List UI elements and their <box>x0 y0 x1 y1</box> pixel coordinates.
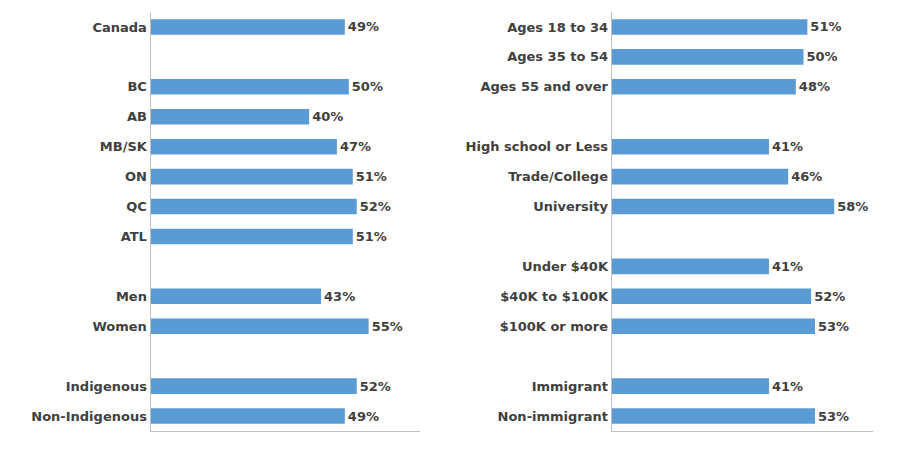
svg-text:53%: 53% <box>818 409 849 424</box>
svg-text:BC: BC <box>127 79 146 94</box>
svg-text:58%: 58% <box>837 199 868 214</box>
svg-text:Non-immigrant: Non-immigrant <box>498 409 608 424</box>
svg-text:51%: 51% <box>356 169 387 184</box>
svg-text:$40K to $100K: $40K to $100K <box>500 289 609 304</box>
svg-text:Trade/College: Trade/College <box>508 169 608 184</box>
svg-text:MB/SK: MB/SK <box>100 139 148 154</box>
svg-text:50%: 50% <box>807 49 838 64</box>
svg-text:41%: 41% <box>772 139 803 154</box>
svg-text:43%: 43% <box>324 289 355 304</box>
svg-text:49%: 49% <box>348 409 379 424</box>
svg-text:ON: ON <box>125 169 147 184</box>
svg-text:51%: 51% <box>356 229 387 244</box>
svg-text:QC: QC <box>126 199 147 214</box>
svg-text:Indigenous: Indigenous <box>66 379 147 394</box>
svg-text:Under $40K: Under $40K <box>522 259 609 274</box>
svg-text:41%: 41% <box>772 379 803 394</box>
svg-text:Ages 35 to 54: Ages 35 to 54 <box>507 49 608 64</box>
svg-text:53%: 53% <box>818 319 849 334</box>
svg-text:Non-Indigenous: Non-Indigenous <box>31 409 147 424</box>
svg-text:46%: 46% <box>791 169 822 184</box>
svg-text:Women: Women <box>92 319 146 334</box>
svg-text:Canada: Canada <box>92 20 146 35</box>
svg-text:48%: 48% <box>799 79 830 94</box>
svg-text:Ages 55 and over: Ages 55 and over <box>480 79 608 94</box>
svg-text:47%: 47% <box>340 139 371 154</box>
svg-text:University: University <box>533 199 608 214</box>
svg-text:ATL: ATL <box>121 229 147 244</box>
svg-text:50%: 50% <box>352 79 383 94</box>
svg-text:52%: 52% <box>814 289 845 304</box>
svg-text:55%: 55% <box>372 319 403 334</box>
svg-text:Immigrant: Immigrant <box>532 379 608 394</box>
svg-text:52%: 52% <box>360 379 391 394</box>
svg-text:AB: AB <box>127 109 147 124</box>
svg-text:40%: 40% <box>312 109 343 124</box>
svg-text:Ages 18 to 34: Ages 18 to 34 <box>507 20 608 35</box>
svg-text:51%: 51% <box>810 19 841 34</box>
svg-text:52%: 52% <box>360 199 391 214</box>
svg-text:High school or Less: High school or Less <box>466 139 609 154</box>
svg-text:Men: Men <box>116 289 147 304</box>
svg-text:41%: 41% <box>772 259 803 274</box>
svg-text:49%: 49% <box>348 19 379 34</box>
svg-text:$100K or more: $100K or more <box>500 319 609 334</box>
